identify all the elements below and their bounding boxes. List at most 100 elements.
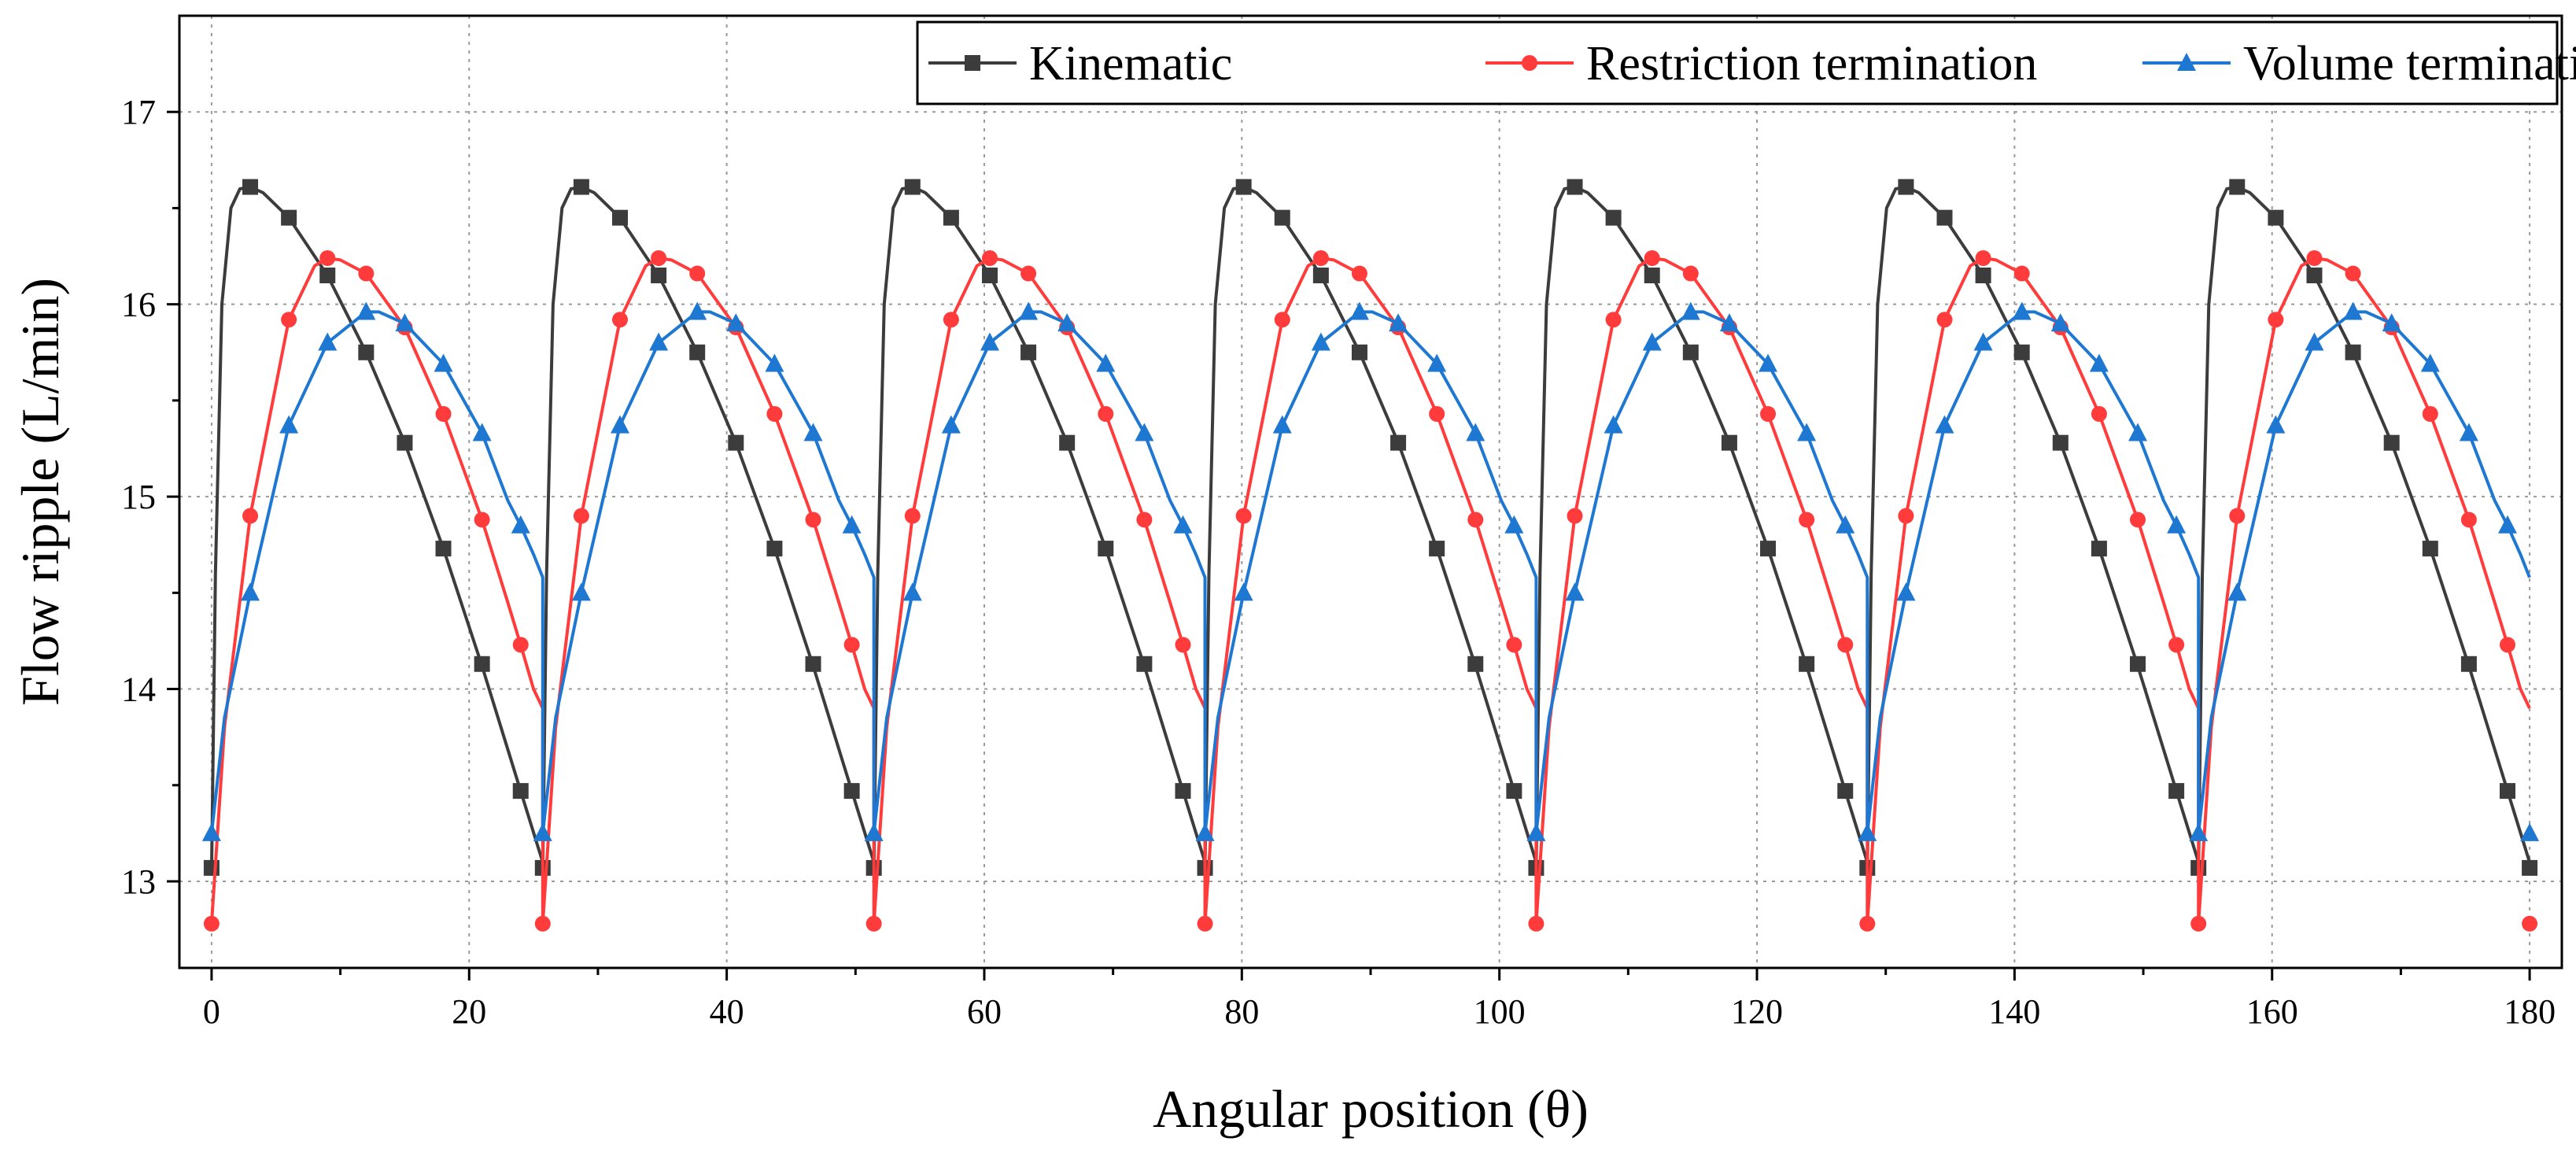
data-point xyxy=(1351,344,1367,360)
data-point xyxy=(1799,656,1815,672)
data-point xyxy=(1235,508,1252,524)
data-point xyxy=(242,508,259,524)
data-point xyxy=(904,508,921,524)
data-point xyxy=(395,313,415,332)
data-point xyxy=(435,541,452,557)
axis-ticks: 0 20 40 60 80 100 120 140 160 180 13 14 15 16 17 xyxy=(121,93,2556,1031)
data-point xyxy=(1019,301,1039,320)
data-point xyxy=(1466,423,1485,441)
data-point xyxy=(904,179,921,195)
data-point xyxy=(1898,179,1914,195)
data-point xyxy=(728,434,744,451)
data-point xyxy=(1429,406,1445,422)
data-point xyxy=(1681,301,1700,320)
data-point xyxy=(649,332,669,351)
data-point xyxy=(1136,656,1153,672)
data-point xyxy=(2460,656,2477,672)
legend-marker xyxy=(2177,53,2196,71)
data-point xyxy=(1390,434,1407,451)
data-point xyxy=(726,313,746,332)
data-point xyxy=(2130,512,2146,528)
data-point xyxy=(1057,313,1077,332)
data-point xyxy=(1098,541,1114,557)
data-point xyxy=(573,179,589,195)
data-point xyxy=(766,541,783,557)
series-volume-termination xyxy=(201,301,2540,841)
data-point xyxy=(1135,423,1154,441)
data-point xyxy=(1136,512,1153,528)
data-point xyxy=(1467,656,1484,672)
data-point xyxy=(651,250,667,266)
data-point xyxy=(1975,268,1991,283)
data-point xyxy=(843,783,860,800)
data-point xyxy=(571,582,591,601)
data-point xyxy=(2013,344,2030,360)
y-axis-title: Flow ripple (L/min) xyxy=(10,278,70,706)
data-point xyxy=(1975,250,1991,266)
data-point xyxy=(1311,332,1330,351)
data-point xyxy=(765,353,784,372)
data-point xyxy=(2189,822,2209,841)
data-point xyxy=(1020,344,1037,360)
data-point xyxy=(512,783,529,800)
data-point xyxy=(1173,515,1193,534)
data-point xyxy=(2306,268,2323,283)
data-point xyxy=(1274,209,1290,226)
data-point xyxy=(281,312,297,328)
legend-label: Restriction termination xyxy=(1586,37,2037,90)
data-point xyxy=(1235,179,1252,195)
data-point xyxy=(1898,508,1914,524)
data-point xyxy=(2052,434,2069,451)
data-point xyxy=(1604,415,1623,434)
data-point xyxy=(1799,512,1815,528)
data-point xyxy=(1837,783,1854,800)
data-point xyxy=(1427,353,1447,372)
data-point xyxy=(805,656,821,672)
legend-marker xyxy=(965,55,980,71)
data-point xyxy=(1567,179,1583,195)
data-point xyxy=(1506,637,1522,653)
data-point xyxy=(2459,423,2478,441)
data-point xyxy=(2227,582,2247,601)
data-point xyxy=(201,822,221,841)
data-point xyxy=(610,415,629,434)
data-point xyxy=(1098,406,1114,422)
data-point xyxy=(2012,301,2032,320)
data-point xyxy=(1506,783,1522,800)
data-point xyxy=(2089,353,2109,372)
x-tick-label: 100 xyxy=(1474,992,1526,1031)
data-point xyxy=(1644,268,1660,283)
data-point xyxy=(1567,508,1583,524)
data-point xyxy=(2420,353,2440,372)
data-point xyxy=(358,344,375,360)
data-point xyxy=(689,265,706,282)
data-point xyxy=(279,415,299,434)
y-tick-label: 15 xyxy=(121,478,156,516)
data-point xyxy=(688,301,707,320)
data-point xyxy=(2050,313,2070,332)
data-point xyxy=(2499,783,2515,800)
data-point xyxy=(1504,515,1524,534)
data-point xyxy=(941,415,961,434)
data-point xyxy=(1234,582,1253,601)
data-point xyxy=(2422,541,2438,557)
data-point xyxy=(2460,512,2477,528)
data-point xyxy=(1797,423,1817,441)
y-tick-label: 17 xyxy=(121,93,156,131)
data-point xyxy=(2422,406,2438,422)
data-point xyxy=(1312,250,1329,266)
data-point xyxy=(241,582,260,601)
data-point xyxy=(2520,822,2540,841)
data-point xyxy=(1565,582,1585,601)
x-tick-label: 180 xyxy=(2504,992,2556,1031)
data-point xyxy=(533,822,552,841)
data-point xyxy=(281,209,297,226)
legend-label: Volume termination xyxy=(2243,37,2576,90)
data-point xyxy=(2091,406,2107,422)
data-point xyxy=(2130,656,2146,672)
grid xyxy=(179,16,2562,968)
data-point xyxy=(1312,268,1329,283)
data-point xyxy=(2229,508,2246,524)
data-point xyxy=(1719,313,1739,332)
data-point xyxy=(766,406,783,422)
